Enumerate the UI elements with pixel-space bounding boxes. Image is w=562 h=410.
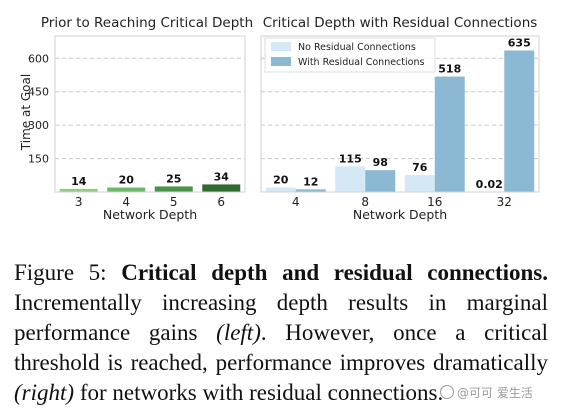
right-bar-value-label: 12 [303, 175, 318, 188]
y-tick-label: 300 [28, 119, 49, 132]
legend: No Residual Connections With Residual Co… [264, 37, 436, 73]
bar-with-residual-depth-32 [504, 50, 535, 192]
left-x-ticks: 3 4 5 6 [75, 195, 225, 209]
bar-with-residual-depth-8 [365, 170, 396, 192]
legend-box [264, 37, 436, 73]
left-bar-value-label: 20 [119, 174, 135, 187]
caption-text-2: . However, once a critical threshold is … [14, 320, 548, 375]
right-gridlines [261, 57, 539, 160]
y-tick-label: 600 [28, 52, 49, 65]
legend-label-no-residual: No Residual Connections [298, 42, 416, 53]
left-x-tick-label: 6 [217, 195, 225, 209]
right-x-ticks: 4 8 16 32 [292, 195, 512, 209]
right-bar-value-label: 115 [339, 152, 362, 165]
left-bar-depth-6 [202, 184, 241, 192]
legend-label-with-residual: With Residual Connections [298, 57, 424, 68]
left-bar-value-label: 14 [71, 175, 87, 188]
figure: Prior to Reaching Critical Depth Time at… [19, 15, 540, 222]
caption-text-1: Incrementally increasing depth results i… [14, 290, 548, 345]
left-x-tick-label: 4 [122, 195, 130, 209]
right-bar-value-label: 20 [273, 174, 289, 187]
caption-bold-title: Critical depth and residual connections. [121, 260, 548, 285]
bar-no-residual-depth-4 [265, 187, 296, 192]
legend-swatch-no-residual [271, 42, 291, 51]
right-panel-title: Critical Depth with Residual Connections [263, 15, 538, 31]
left-bar-depth-3 [59, 188, 98, 192]
y-tick-label: 150 [28, 153, 49, 166]
right-x-tick-label: 8 [361, 195, 369, 209]
right-bar-value-label: 635 [508, 36, 531, 49]
right-bars: 20 12 115 98 76 518 0.02 635 [265, 36, 535, 192]
legend-swatch-with-residual [271, 57, 291, 66]
left-gridlines [55, 57, 245, 160]
bar-no-residual-depth-8 [335, 166, 366, 192]
caption-text-3: for networks with residual connections. [74, 380, 444, 405]
right-panel: Critical Depth with Residual Connections… [260, 15, 540, 222]
figure-caption: Figure 5: Critical depth and residual co… [14, 258, 548, 408]
left-bar-value-label: 25 [166, 172, 181, 185]
left-bar-depth-5 [154, 186, 193, 192]
right-x-tick-label: 4 [292, 195, 300, 209]
right-x-axis-label: Network Depth [353, 207, 447, 222]
caption-label: Figure 5: [14, 260, 107, 285]
left-x-axis-label: Network Depth [103, 207, 197, 222]
caption-italic-left: (left) [216, 320, 261, 345]
right-bar-value-label: 0.02 [476, 178, 503, 191]
bar-no-residual-depth-16 [404, 175, 435, 192]
left-bar-value-label: 34 [214, 170, 230, 183]
right-bar-value-label: 98 [373, 156, 388, 169]
y-axis-label: Time at Goal [19, 74, 33, 151]
caption-italic-right: (right) [14, 380, 75, 405]
right-bar-value-label: 518 [438, 63, 461, 76]
left-bar-depth-4 [107, 187, 146, 192]
left-x-tick-label: 3 [75, 195, 83, 209]
bar-with-residual-depth-4 [295, 189, 326, 192]
left-bars: 14 20 25 34 [59, 170, 241, 192]
right-plot-frame [260, 35, 540, 193]
left-panel: Prior to Reaching Critical Depth Time at… [19, 15, 253, 222]
left-plot-frame [54, 35, 246, 193]
left-y-ticks: 150 300 450 600 [28, 52, 49, 165]
watermark-text: @可可 爱生活 [457, 386, 533, 400]
right-x-tick-label: 32 [497, 195, 512, 209]
y-tick-label: 450 [28, 86, 49, 99]
watermark: @可可 爱生活 [440, 384, 533, 401]
watermark-logo-icon [440, 385, 454, 399]
right-bar-value-label: 76 [412, 161, 428, 174]
right-x-tick-label: 16 [427, 195, 442, 209]
bar-with-residual-depth-16 [434, 76, 465, 192]
left-panel-title: Prior to Reaching Critical Depth [41, 15, 253, 31]
left-x-tick-label: 5 [170, 195, 178, 209]
